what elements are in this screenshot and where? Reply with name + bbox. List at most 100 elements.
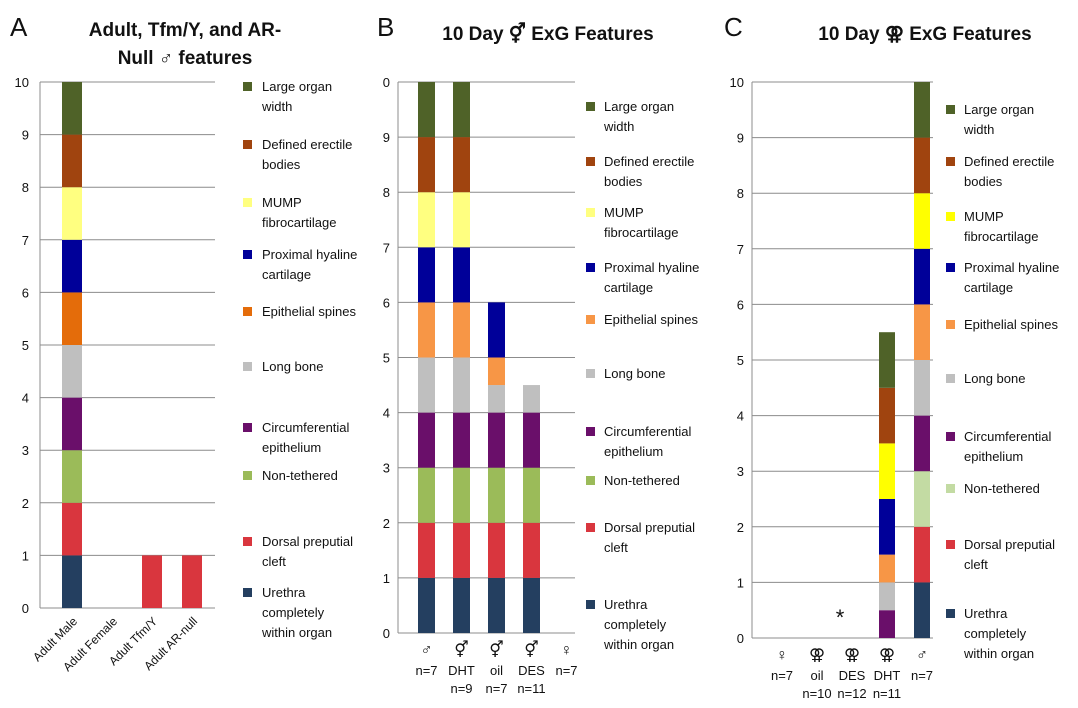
- legend-label: cartilage: [604, 280, 653, 295]
- bar-segment: [879, 387, 895, 444]
- legend-label: Long bone: [262, 359, 323, 374]
- legend-label: cleft: [262, 554, 286, 569]
- bar-segment: [914, 304, 930, 360]
- chart-panel-b: B 10 Day ⚥ ExG Features 0 1 2 3 4 5 6 7 8 9 0 ♂ n=7 ⚥ DH…: [377, 12, 699, 696]
- bar-segment: [62, 397, 82, 451]
- legend-label: cleft: [964, 557, 988, 572]
- y-tick-label: 4: [22, 391, 29, 406]
- y-tick-label: 7: [383, 240, 390, 255]
- legend-swatch: [243, 537, 252, 546]
- y-tick-label: 2: [737, 520, 744, 535]
- y-tick-label: 4: [383, 406, 390, 421]
- legend-label: within organ: [963, 646, 1034, 661]
- bar-segment: [418, 247, 435, 303]
- legend-swatch: [946, 212, 955, 221]
- bar-segment: [879, 332, 895, 388]
- bar-segment: [914, 582, 930, 638]
- chart-panel-a: A Adult, Tfm/Y, and AR- Null ♂ features 0 1 2…: [10, 12, 357, 674]
- legend-label: Proximal hyaline: [262, 247, 357, 262]
- legend-label: completely: [262, 605, 325, 620]
- bar-segment: [418, 357, 435, 413]
- bar-segment: [62, 450, 82, 503]
- x-category-label: n=11: [517, 681, 545, 696]
- panel-letter: C: [724, 12, 743, 42]
- legend-label: Large organ: [604, 99, 674, 114]
- legend-label: Epithelial spines: [964, 317, 1058, 332]
- y-tick-label: 7: [22, 233, 29, 248]
- legend-label: fibrocartilage: [604, 225, 678, 240]
- legend-swatch: [946, 157, 955, 166]
- bar-segment: [62, 555, 82, 608]
- legend-label: width: [963, 122, 994, 137]
- bar-segment: [418, 467, 435, 523]
- legend-swatch: [243, 140, 252, 149]
- bar-segment: [879, 554, 895, 583]
- legend-label: width: [261, 99, 292, 114]
- legend-swatch: [946, 484, 955, 493]
- x-category-label: n=10: [802, 686, 831, 701]
- legend-label: MUMP: [604, 205, 644, 220]
- y-tick-label: 3: [22, 443, 29, 458]
- legend-swatch: [586, 102, 595, 111]
- bar-segment: [488, 522, 505, 578]
- bar-segment: [879, 610, 895, 638]
- legend-label: Dorsal preputial: [604, 520, 695, 535]
- bar-segment: [453, 577, 470, 633]
- legend-swatch: [586, 263, 595, 272]
- legend-label: cleft: [604, 540, 628, 555]
- bar-segment: [523, 577, 540, 633]
- y-tick-label: 0: [383, 626, 390, 641]
- bar-segment: [914, 471, 930, 527]
- bar-segment: [914, 137, 930, 194]
- legend-label: epithelium: [964, 449, 1023, 464]
- x-category-symbol: ⚥: [454, 640, 468, 659]
- x-category-symbol: ⚢: [809, 647, 825, 664]
- legend-label: Urethra: [604, 597, 648, 612]
- legend-swatch: [243, 250, 252, 259]
- x-category-label: oil: [810, 668, 823, 683]
- bar-segment: [62, 134, 82, 188]
- chart-title: 10 Day ⚢ ExG Features: [818, 24, 1031, 45]
- x-category-label: DES: [518, 663, 545, 678]
- legend-swatch: [243, 588, 252, 597]
- legend-label: Urethra: [262, 585, 306, 600]
- bar-segment: [488, 412, 505, 468]
- y-tick-label: 8: [383, 185, 390, 200]
- bar-segment: [453, 302, 470, 358]
- y-tick-label: 4: [737, 409, 744, 424]
- legend-swatch: [946, 263, 955, 272]
- legend-label: cartilage: [964, 280, 1013, 295]
- bar-segment: [418, 302, 435, 358]
- legend-label: Dorsal preputial: [262, 534, 353, 549]
- bar-segment: [523, 467, 540, 523]
- legend-swatch: [586, 157, 595, 166]
- bar-segment: [879, 499, 895, 555]
- x-category-label: n=11: [873, 686, 901, 701]
- bar-segment: [62, 239, 82, 293]
- x-category-label: n=7: [771, 668, 793, 683]
- legend-swatch: [586, 208, 595, 217]
- bar-segment: [62, 187, 82, 240]
- bar-segment: [488, 385, 505, 413]
- legend-label: cartilage: [262, 267, 311, 282]
- legend-swatch: [946, 320, 955, 329]
- x-category-symbol: ⚢: [879, 647, 895, 664]
- bar-segment: [453, 467, 470, 523]
- bar-segment: [62, 502, 82, 556]
- legend-label: bodies: [262, 157, 301, 172]
- bar-segment: [914, 360, 930, 416]
- bar-segment: [914, 82, 930, 138]
- legend-label: within organ: [603, 637, 674, 652]
- y-tick-label: 6: [737, 297, 744, 312]
- y-tick-label: 1: [737, 575, 744, 590]
- y-tick-label: 8: [22, 180, 29, 195]
- legend-label: epithelium: [604, 444, 663, 459]
- legend-swatch: [243, 471, 252, 480]
- x-category-label: DHT: [448, 663, 475, 678]
- legend-swatch: [586, 600, 595, 609]
- bar-segment: [62, 292, 82, 345]
- y-tick-label: 5: [383, 351, 390, 366]
- bar-segment: [418, 412, 435, 468]
- legend-label: Urethra: [964, 606, 1008, 621]
- y-tick-label: 5: [737, 353, 744, 368]
